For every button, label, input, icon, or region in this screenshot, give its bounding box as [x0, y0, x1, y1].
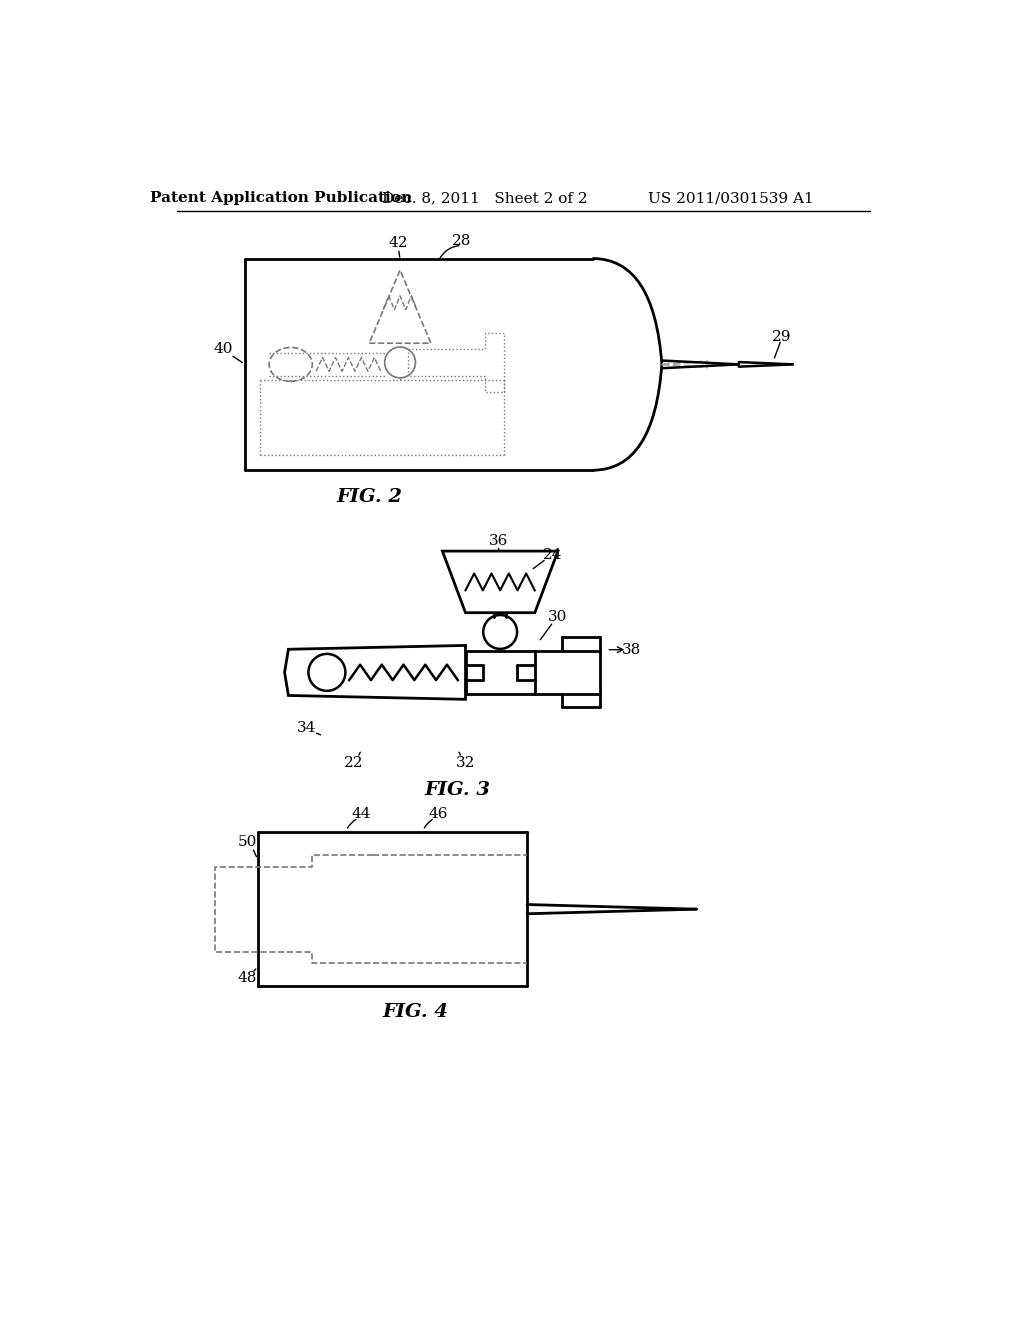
Text: Dec. 8, 2011   Sheet 2 of 2: Dec. 8, 2011 Sheet 2 of 2 [382, 191, 588, 206]
Text: 34: 34 [296, 721, 315, 735]
Text: 22: 22 [344, 756, 364, 770]
Text: 36: 36 [488, 535, 508, 548]
Text: FIG. 3: FIG. 3 [425, 781, 490, 799]
Text: 40: 40 [213, 342, 232, 356]
Text: 30: 30 [548, 610, 567, 623]
Text: 48: 48 [238, 972, 257, 986]
Text: 24: 24 [543, 548, 562, 562]
Text: 44: 44 [352, 808, 372, 821]
Text: 46: 46 [429, 808, 449, 821]
Text: 28: 28 [452, 234, 471, 248]
Text: Patent Application Publication: Patent Application Publication [150, 191, 412, 206]
Text: 32: 32 [456, 756, 475, 770]
Text: 38: 38 [622, 643, 641, 656]
Text: 29: 29 [771, 330, 791, 345]
Text: FIG. 4: FIG. 4 [382, 1003, 449, 1020]
Text: US 2011/0301539 A1: US 2011/0301539 A1 [648, 191, 814, 206]
Text: FIG. 2: FIG. 2 [336, 488, 402, 506]
Text: 50: 50 [238, 836, 257, 849]
Text: 42: 42 [389, 236, 409, 249]
